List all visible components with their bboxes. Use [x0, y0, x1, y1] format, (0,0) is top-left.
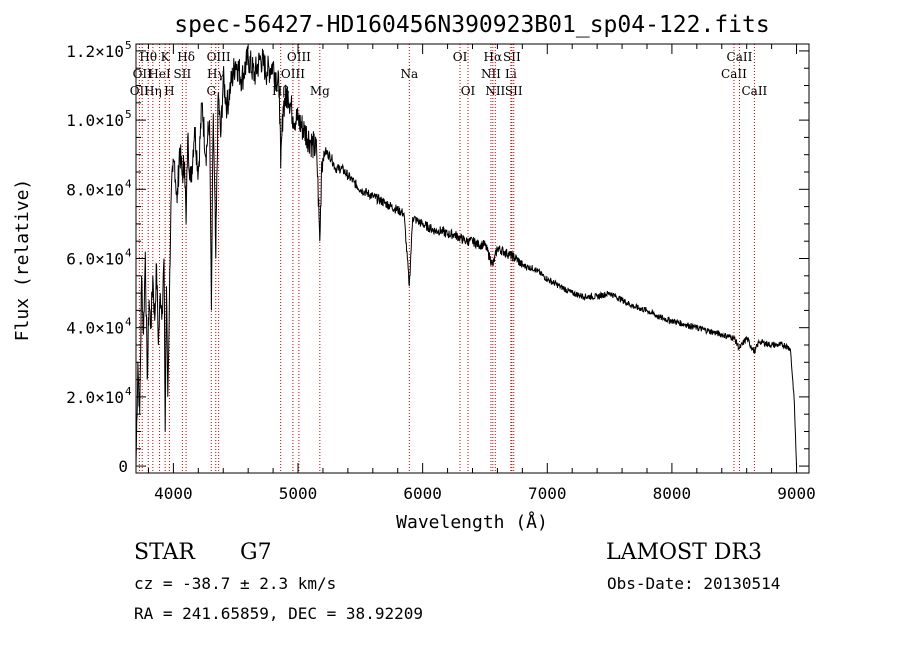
spectral-subclass: G7 — [240, 540, 272, 565]
y-tick-label: 6.0×10 — [66, 250, 124, 269]
spectrum-chart: spec-56427-HD160456N390923B01_sp04-122.f… — [12, 12, 816, 533]
x-tick-label: 5000 — [279, 484, 318, 503]
line-label: CaII — [727, 50, 753, 64]
plot-frame — [135, 43, 810, 474]
y-tick-label: 1.0×10 — [66, 111, 124, 130]
y-tick-label: 4.0×10 — [66, 319, 124, 338]
y-tick-exponent: 5 — [125, 39, 132, 52]
y-tick-exponent: 4 — [125, 385, 132, 398]
line-label: Hα — [484, 50, 503, 64]
y-tick-label: 0 — [118, 457, 128, 476]
line-label: Hγ — [207, 67, 225, 81]
line-label: Hη — [144, 84, 162, 98]
line-label: G — [206, 84, 216, 98]
line-label: OIII — [207, 50, 231, 64]
y-tick-exponent: 4 — [125, 316, 132, 329]
x-tick-label: 8000 — [653, 484, 692, 503]
redshift-velocity: cz = -38.7 ± 2.3 km/s — [134, 574, 337, 593]
x-axis: 4000 5000 6000 7000 8000 9000 — [147, 44, 816, 503]
y-tick-label: 1.2×10 — [66, 42, 124, 61]
line-label: OII — [133, 67, 153, 81]
line-label: SII — [505, 84, 523, 98]
line-label: OIII — [287, 50, 311, 64]
line-label: SII — [174, 67, 192, 81]
y-axis-label: Flux (relative) — [12, 179, 33, 342]
y-tick-exponent: 5 — [125, 108, 132, 121]
line-markers: OIIOIIHθHηHeIKHSIIHδGHγOIIIHβOIIIOIIIMgN… — [130, 44, 768, 473]
line-label: CaII — [721, 67, 747, 81]
line-label: NII — [485, 84, 505, 98]
line-label: K — [161, 50, 171, 64]
x-tick-label: 4000 — [154, 484, 193, 503]
spectrum-series-line — [135, 46, 797, 467]
survey-name: LAMOST DR3 — [606, 540, 762, 565]
line-label: Hδ — [177, 50, 195, 64]
line-label: Na — [400, 67, 418, 81]
x-tick-label: 6000 — [403, 484, 442, 503]
line-label: OIII — [281, 67, 305, 81]
observation-date: Obs-Date: 20130514 — [607, 574, 781, 593]
line-label: OII — [130, 84, 150, 98]
y-tick-exponent: 4 — [125, 247, 132, 260]
line-label: OI — [453, 50, 468, 64]
x-tick-label: 7000 — [528, 484, 567, 503]
line-label: OI — [461, 84, 476, 98]
star-class-label: STAR — [134, 540, 195, 565]
y-tick-label: 8.0×10 — [66, 180, 124, 199]
line-label: NII — [481, 67, 501, 81]
line-label: H — [164, 84, 174, 98]
x-tick-label: 9000 — [777, 484, 816, 503]
line-label: CaII — [741, 84, 767, 98]
line-label: Li — [505, 67, 517, 81]
y-tick-label: 2.0×10 — [66, 388, 124, 407]
line-label: Mg — [310, 84, 330, 98]
line-label: SII — [503, 50, 521, 64]
y-tick-exponent: 4 — [125, 177, 132, 190]
chart-title: spec-56427-HD160456N390923B01_sp04-122.f… — [174, 12, 769, 38]
line-label: HeI — [148, 67, 171, 81]
line-label: Hθ — [139, 50, 157, 64]
coordinates: RA = 241.65859, DEC = 38.92209 — [134, 604, 423, 623]
y-axis: 02.0×10 44.0×10 46.0×10 48.0×10 41.0×10 51.2×… — [66, 39, 809, 476]
x-axis-label: Wavelength (Å) — [396, 511, 548, 533]
